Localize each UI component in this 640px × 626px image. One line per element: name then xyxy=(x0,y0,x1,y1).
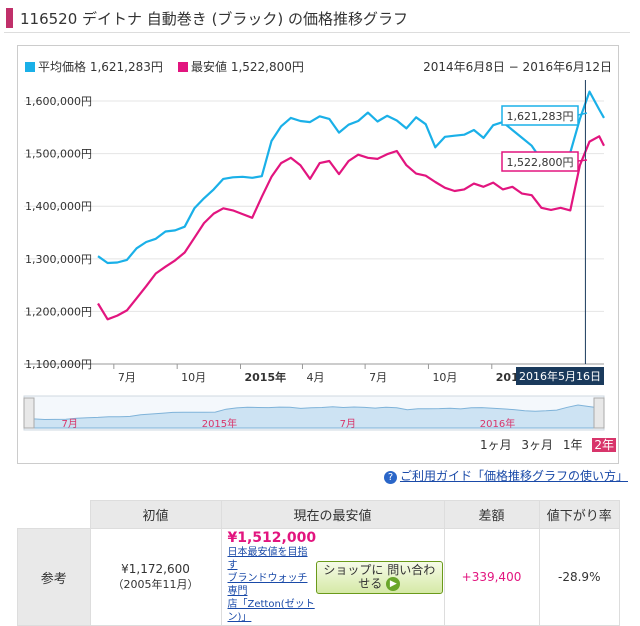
x-tick-label: 10月 xyxy=(432,371,457,384)
navigator-label: 2016年 xyxy=(480,417,515,430)
range-1y[interactable]: 1年 xyxy=(562,438,583,452)
initial-cell: ¥1,172,600 （2005年11月） xyxy=(89,528,222,626)
range-2y[interactable]: 2年 xyxy=(592,438,616,452)
min-swatch-icon xyxy=(178,62,188,72)
navigator-label: 7月 xyxy=(62,418,78,430)
price-chart[interactable]: 1,100,000円 1,200,000円 1,300,000円 1,400,000円… xyxy=(0,0,640,460)
row-label: 参考 xyxy=(17,528,91,626)
navigator-right-handle xyxy=(593,397,605,429)
legend-min-label: 最安値 1,522,800円 xyxy=(191,60,304,74)
range-buttons: 1ヶ月 3ヶ月 1年 2年 xyxy=(474,436,616,453)
contact-shop-button[interactable]: ショップに 問い合わせる ▶ xyxy=(316,560,443,594)
callout-date: 2016年5月16日 xyxy=(516,367,604,385)
legend-min[interactable]: 最安値 1,522,800円 xyxy=(178,58,304,75)
difference-value: +339,400 xyxy=(461,570,522,584)
callout-avg-pointer xyxy=(577,112,588,116)
shop-link[interactable]: 日本最安値を目指す ブランドウォッチ専門 店「Zetton(ゼットン)」 xyxy=(228,546,317,624)
help-link[interactable]: ? ご利用ガイド「価格推移グラフの使い方」 xyxy=(383,467,628,484)
x-tick-label: 2015年 xyxy=(245,370,287,384)
callout-avg-text: 1,621,283円 xyxy=(507,110,574,123)
callout-date-text: 2016年5月16日 xyxy=(519,369,601,383)
th-decline-rate: 値下がり率 xyxy=(538,500,620,529)
title-accent-bar xyxy=(6,8,13,28)
play-icon: ▶ xyxy=(386,576,401,591)
x-tick-label: 7月 xyxy=(118,371,136,384)
y-axis-labels: 1,100,000円 1,200,000円 1,300,000円 1,400,000円… xyxy=(25,95,92,371)
avg-swatch-icon xyxy=(25,62,35,72)
difference-cell: +339,400 xyxy=(443,528,540,626)
current-min-price: ¥1,512,000 xyxy=(227,530,317,546)
legend-avg[interactable]: 平均価格 1,621,283円 xyxy=(25,58,163,75)
table-corner xyxy=(17,500,90,529)
initial-price: ¥1,172,600 xyxy=(121,562,190,576)
x-tick-label: 4月 xyxy=(306,371,324,384)
reference-table: 初値 現在の最安値 差額 値下がり率 参考 ¥1,172,600 （2005年1… xyxy=(17,500,620,626)
callout-min: 1,522,800円 xyxy=(501,151,588,172)
callout-min-text: 1,522,800円 xyxy=(507,156,574,169)
initial-date: （2005年11月） xyxy=(112,578,199,591)
y-tick-label: 1,400,000円 xyxy=(25,200,92,213)
legend-avg-label: 平均価格 1,621,283円 xyxy=(38,60,163,74)
decline-rate-value: -28.9% xyxy=(558,570,601,584)
y-tick-label: 1,300,000円 xyxy=(25,253,92,266)
question-icon: ? xyxy=(383,471,397,484)
navigator-label: 2015年 xyxy=(202,417,237,430)
help-link-text[interactable]: ご利用ガイド「価格推移グラフの使い方」 xyxy=(399,469,628,483)
range-navigator[interactable]: 7月 2015年 7月 2016年 xyxy=(23,395,605,431)
current-min-cell: ¥1,512,000 日本最安値を目指す ブランドウォッチ専門 店「Zetton… xyxy=(220,528,445,626)
callout-avg-box xyxy=(501,105,579,126)
shop-link-line3: 店「Zetton(ゼットン)」 xyxy=(227,599,315,623)
contact-shop-label: ショップに 問い合わせる xyxy=(323,562,436,590)
callout-min-box xyxy=(501,151,579,172)
y-tick-label: 1,200,000円 xyxy=(25,305,92,318)
page-title: 116520 デイトナ 自動巻き (ブラック) の価格推移グラフ xyxy=(20,10,409,28)
range-3m[interactable]: 3ヶ月 xyxy=(521,438,554,452)
x-tick-label: 10月 xyxy=(181,371,206,384)
navigator-label: 7月 xyxy=(340,418,356,430)
range-1m[interactable]: 1ヶ月 xyxy=(479,438,512,452)
series-line-avg xyxy=(97,90,605,265)
callout-avg: 1,621,283円 xyxy=(501,105,588,126)
x-axis-labels: 7月10月2015年4月7月10月2016年 xyxy=(118,370,538,384)
plot-area xyxy=(24,80,604,364)
x-tick-label: 7月 xyxy=(369,371,387,384)
th-current-min: 現在の最安値 xyxy=(220,500,445,529)
y-tick-label: 1,500,000円 xyxy=(25,148,92,161)
shop-link-line2: ブランドウォッチ専門 xyxy=(227,573,308,597)
navigator-labels: 7月 2015年 7月 2016年 xyxy=(62,417,516,430)
grid-lines xyxy=(24,80,604,369)
th-initial: 初値 xyxy=(89,500,222,529)
date-range: 2014年6月8日 − 2016年6月12日 xyxy=(423,60,612,74)
decline-rate-cell: -28.9% xyxy=(538,528,620,626)
navigator-area xyxy=(33,404,595,429)
title-bar: 116520 デイトナ 自動巻き (ブラック) の価格推移グラフ xyxy=(4,4,630,33)
navigator-left-handle xyxy=(23,397,35,429)
callout-date-box xyxy=(516,367,604,385)
callout-min-pointer xyxy=(577,159,588,162)
shop-link-line1: 日本最安値を目指す xyxy=(227,547,308,571)
series-line-min xyxy=(97,135,605,321)
th-difference: 差額 xyxy=(443,500,540,529)
series-lines xyxy=(97,90,605,321)
y-tick-label: 1,100,000円 xyxy=(25,358,92,371)
y-tick-label: 1,600,000円 xyxy=(25,95,92,108)
